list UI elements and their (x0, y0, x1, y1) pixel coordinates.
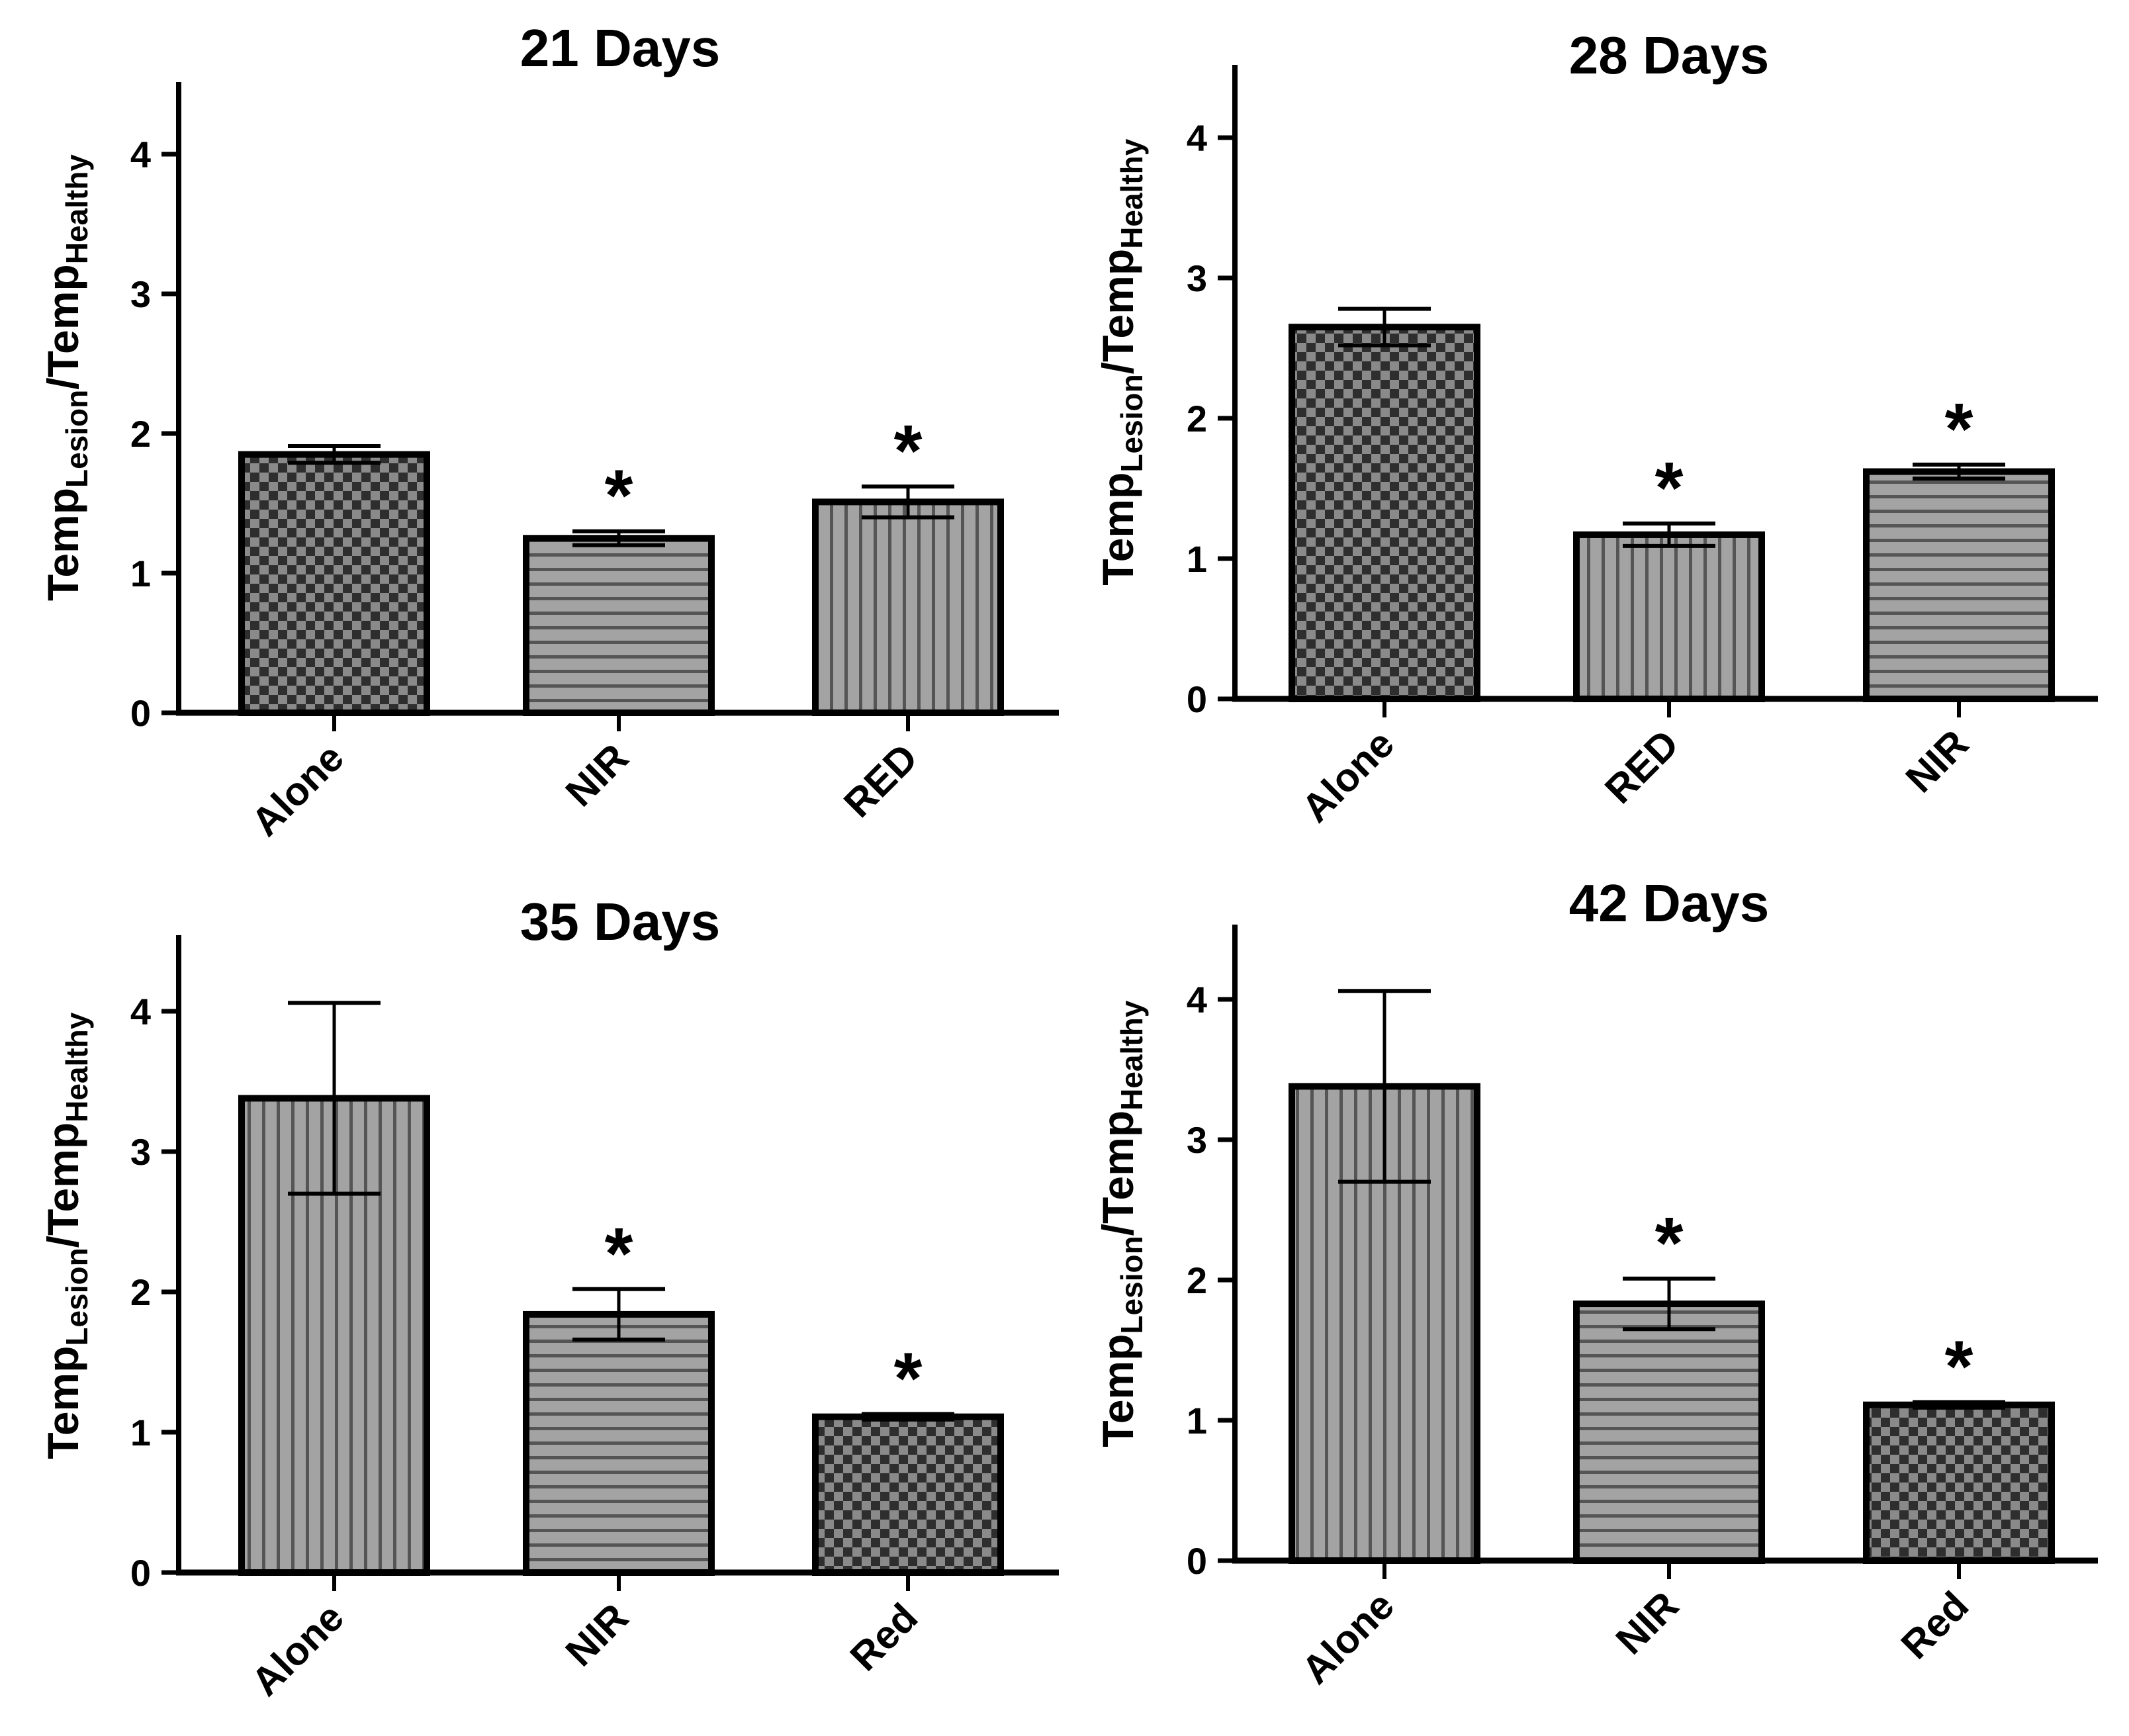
y-axis-label: TempLesion/TempHealthy (38, 1012, 94, 1459)
x-tick-label: NIR (557, 735, 637, 815)
chart-title: 28 Days (1569, 26, 1769, 85)
y-label-main: Temp (1093, 473, 1142, 586)
y-label-separator: /Temp (1093, 1111, 1142, 1236)
y-tick-label: 3 (1187, 1119, 1207, 1161)
chart-title: 35 Days (520, 892, 720, 951)
y-label-sub-healthy: Healthy (60, 154, 94, 265)
significance-marker: * (605, 1213, 633, 1295)
y-label-sub-lesion: Lesion (60, 1248, 94, 1346)
y-label-main: Temp (38, 1346, 87, 1459)
chart-panel-3: 35 Days TempLesion/TempHealthy 0 1 2 3 4 Alone *… (38, 892, 1059, 1704)
x-tick-label: Alone (1293, 721, 1402, 831)
bar-red (1573, 531, 1765, 703)
x-tick-label: Alone (243, 735, 352, 845)
y-label-sub-lesion: Lesion (60, 390, 94, 488)
bar-alone (238, 451, 430, 717)
y-tick-label: 3 (130, 273, 151, 315)
bar-red (1863, 1401, 2055, 1564)
significance-marker: * (1945, 1326, 1973, 1407)
y-axis-label: TempLesion/TempHealthy (1093, 1000, 1149, 1447)
x-tick-label: Red (1893, 1583, 1977, 1668)
bar-alone (1289, 324, 1480, 702)
y-axis-label: TempLesion/TempHealthy (1093, 138, 1149, 585)
y-label-separator: /Temp (38, 264, 87, 389)
y-tick-label: 2 (1187, 1259, 1207, 1301)
x-tick-label: RED (835, 735, 926, 826)
x-tick-label: NIR (1897, 721, 1977, 801)
y-label-main: Temp (38, 488, 87, 601)
significance-marker: * (1655, 447, 1684, 529)
y-tick-label: 3 (1187, 257, 1207, 299)
y-tick-label: 4 (130, 991, 151, 1032)
chart-panel-1: 21 Days TempLesion/TempHealthy 0 1 2 3 4 Alone *… (38, 19, 1059, 845)
y-tick-label: 0 (1187, 678, 1207, 720)
y-axis-label: TempLesion/TempHealthy (38, 154, 94, 601)
x-tick-label: Alone (243, 1595, 352, 1704)
bar-nir (523, 1310, 715, 1576)
y-label-sub-healthy: Healthy (60, 1012, 94, 1122)
y-tick-label: 0 (130, 692, 151, 734)
y-tick-label: 1 (1187, 1400, 1207, 1441)
y-tick-label: 0 (130, 1552, 151, 1594)
chart-title: 21 Days (520, 19, 720, 77)
y-tick-label: 2 (130, 1271, 151, 1313)
x-tick-label: Red (842, 1595, 927, 1680)
x-tick-label: NIR (1608, 1583, 1687, 1663)
y-tick-label: 1 (130, 1412, 151, 1453)
y-tick-label: 1 (130, 553, 151, 594)
y-tick-label: 4 (130, 134, 151, 175)
chart-title: 42 Days (1569, 874, 1769, 933)
bar-nir (523, 535, 715, 716)
y-tick-label: 2 (1187, 398, 1207, 439)
y-tick-label: 0 (1187, 1540, 1207, 1582)
y-label-sub-lesion: Lesion (1114, 1236, 1149, 1334)
y-label-main: Temp (1093, 1334, 1142, 1447)
significance-marker: * (605, 455, 633, 537)
significance-marker: * (894, 410, 923, 492)
y-label-sub-lesion: Lesion (1114, 374, 1149, 472)
y-tick-label: 2 (130, 413, 151, 455)
x-tick-label: RED (1596, 721, 1687, 812)
chart-panel-2: 28 Days TempLesion/TempHealthy 0 1 2 3 4 Alone *… (1093, 26, 2098, 831)
y-tick-label: 3 (130, 1131, 151, 1173)
y-tick-label: 4 (1187, 979, 1207, 1021)
y-tick-label: 1 (1187, 538, 1207, 580)
significance-marker: * (894, 1338, 923, 1419)
x-tick-label: Alone (1293, 1583, 1402, 1692)
y-label-sub-healthy: Healthy (1114, 1000, 1149, 1111)
x-tick-label: NIR (557, 1595, 637, 1674)
y-label-sub-healthy: Healthy (1114, 138, 1149, 249)
significance-marker: * (1655, 1203, 1684, 1284)
significance-marker: * (1945, 388, 1973, 470)
bar-nir (1573, 1301, 1765, 1565)
bar-red (812, 498, 1004, 716)
y-label-separator: /Temp (38, 1122, 87, 1248)
y-tick-label: 4 (1187, 117, 1207, 159)
bar-red (812, 1413, 1004, 1576)
chart-panel-4: 42 Days TempLesion/TempHealthy 0 1 2 3 4 Alone *… (1093, 874, 2098, 1692)
bar-nir (1863, 468, 2055, 702)
y-label-separator: /Temp (1093, 249, 1142, 374)
